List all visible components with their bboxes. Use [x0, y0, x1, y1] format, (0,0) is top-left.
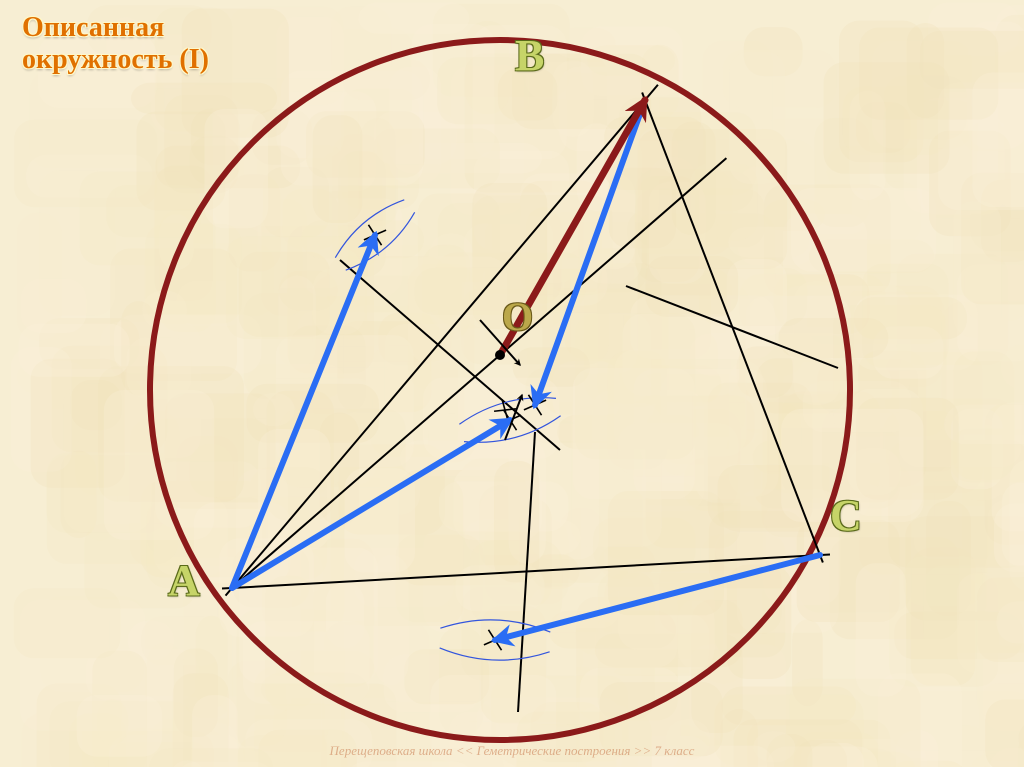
title-line-1: Описанная — [22, 12, 164, 43]
footer-text: Перещеповская школа << Геметрические пос… — [0, 743, 1024, 759]
title-line-2: окружность (I) — [22, 44, 209, 75]
diagram-root: Описанная окружность (I) A B C O Перещеп… — [0, 0, 1024, 767]
diagram-svg — [0, 0, 1024, 767]
background — [0, 0, 1024, 767]
vertex-label-b: B — [515, 30, 544, 81]
vertex-label-a: A — [168, 555, 200, 606]
vertex-label-c: C — [830, 490, 862, 541]
center-label-o: O — [502, 293, 533, 340]
page-title: Описанная окружность (I) — [22, 12, 209, 76]
center-point — [495, 350, 505, 360]
